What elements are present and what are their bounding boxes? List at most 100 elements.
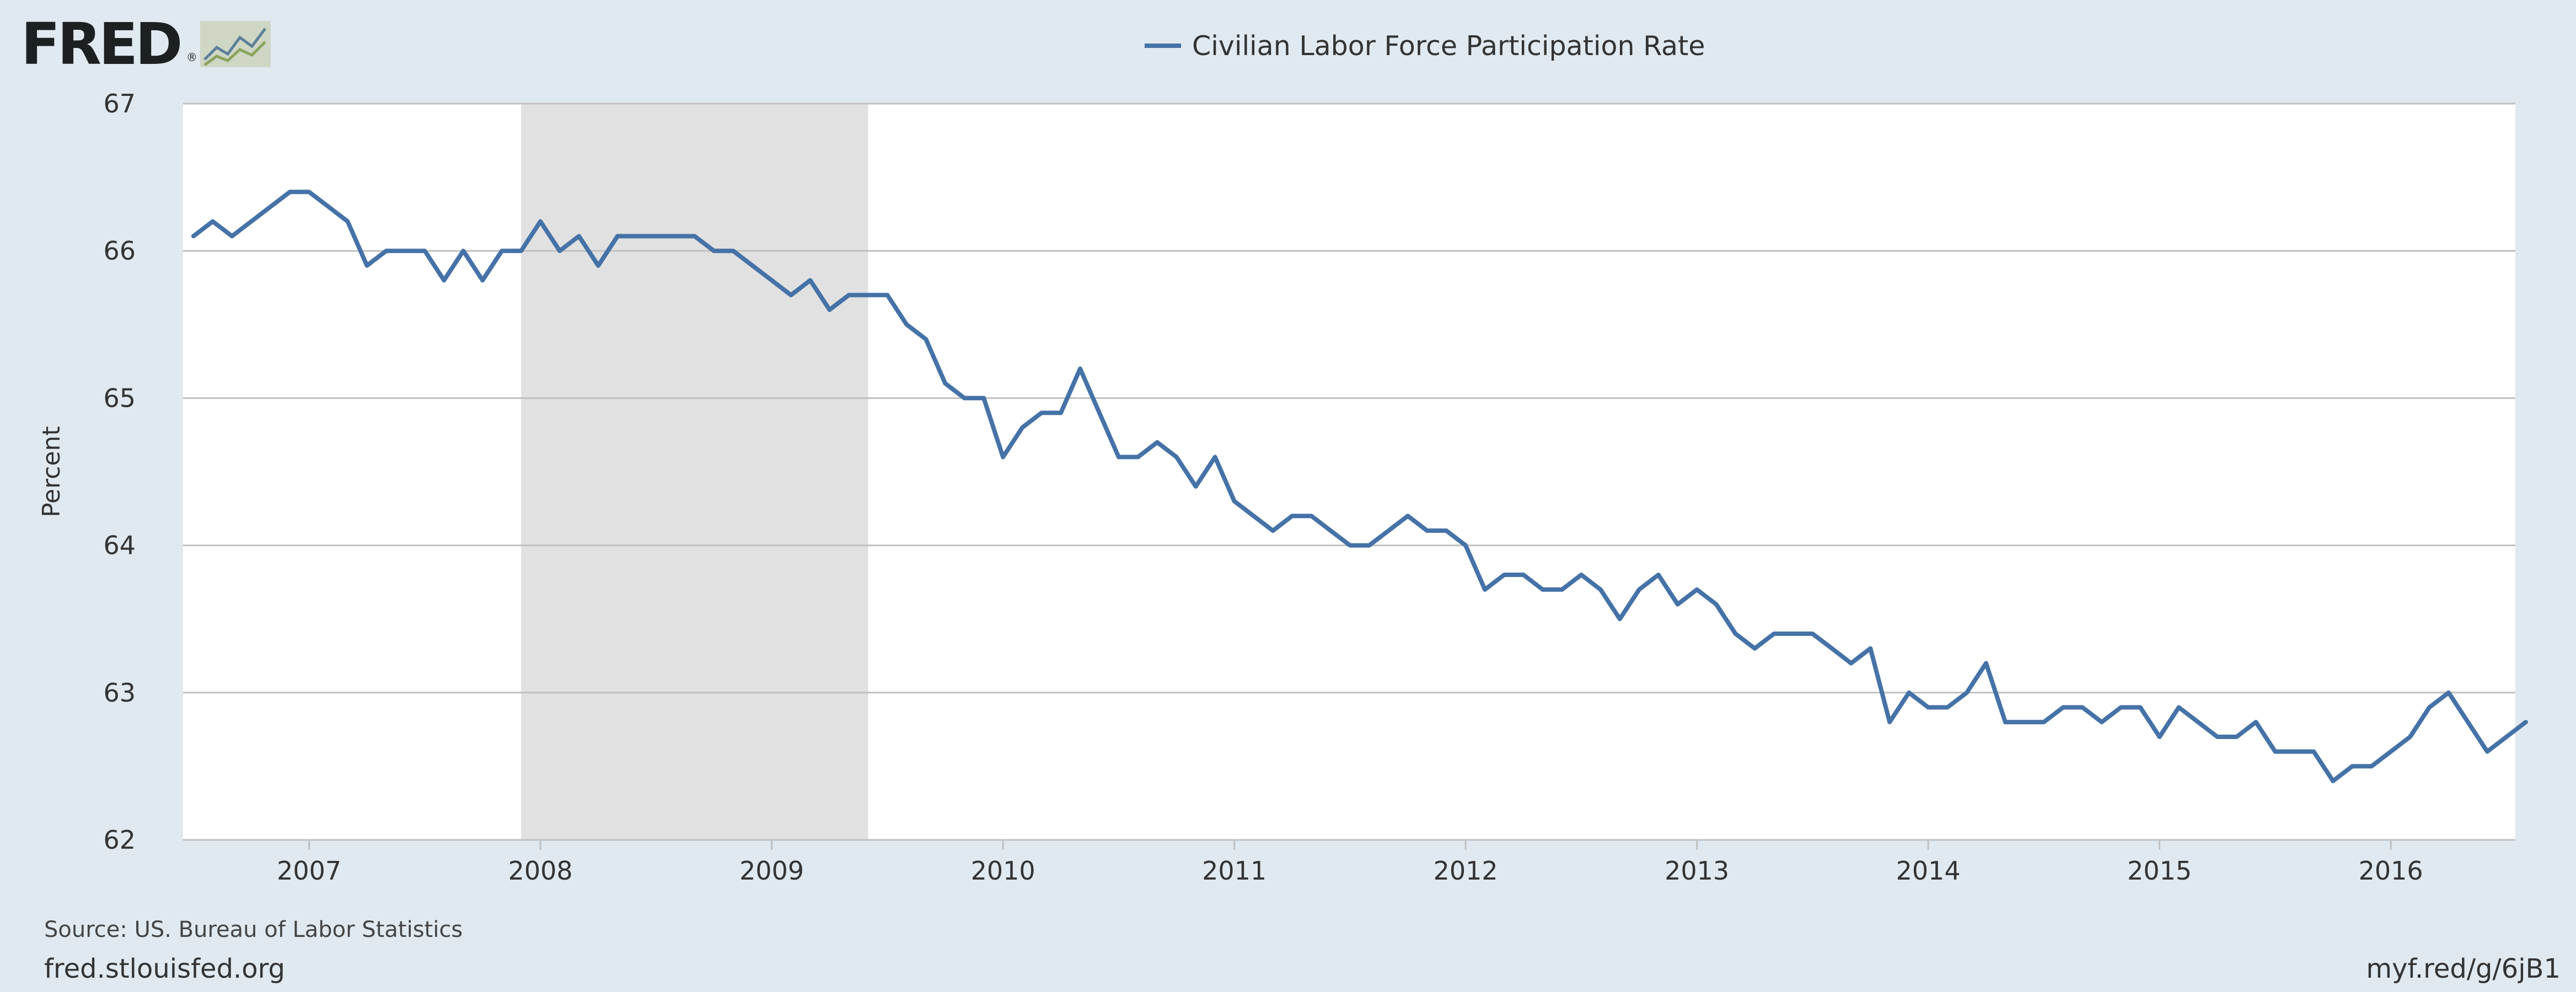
data-point xyxy=(2466,720,2470,724)
data-point xyxy=(963,396,967,400)
data-point xyxy=(1001,455,1005,459)
x-tick-label: 2016 xyxy=(2359,856,2423,886)
data-point xyxy=(1348,543,1352,547)
data-point xyxy=(539,219,543,223)
data-point xyxy=(2004,720,2007,724)
data-point xyxy=(500,249,504,253)
data-point xyxy=(2235,735,2239,738)
data-point xyxy=(404,249,407,253)
data-point xyxy=(1194,484,1198,488)
data-point xyxy=(230,234,234,238)
x-tick-label: 2008 xyxy=(508,856,573,886)
data-point xyxy=(866,293,870,297)
data-point xyxy=(1021,425,1024,429)
data-point xyxy=(2504,735,2508,738)
data-point xyxy=(2486,750,2489,753)
source-note: Source: US. Bureau of Labor Statistics xyxy=(44,917,463,942)
data-point xyxy=(982,396,986,400)
data-point xyxy=(1637,587,1641,591)
data-point xyxy=(789,293,793,297)
data-point xyxy=(2428,705,2432,709)
data-point xyxy=(442,278,446,282)
registered-mark: ® xyxy=(186,51,197,64)
data-point xyxy=(1425,529,1429,532)
data-point xyxy=(808,278,812,282)
legend-label: Civilian Labor Force Participation Rate xyxy=(1192,30,1705,62)
data-point xyxy=(481,278,485,282)
data-point xyxy=(1656,573,1660,576)
x-tick-label: 2013 xyxy=(1665,856,1729,886)
data-point xyxy=(1888,720,1892,724)
data-point xyxy=(269,205,272,208)
data-point xyxy=(1387,529,1391,532)
data-point xyxy=(770,278,774,282)
data-point xyxy=(2061,705,2065,709)
data-point xyxy=(1965,691,1969,694)
data-point xyxy=(191,234,195,238)
data-point xyxy=(2158,735,2161,738)
data-point xyxy=(2408,735,2412,738)
data-point xyxy=(1271,529,1275,532)
data-point xyxy=(461,249,465,253)
data-point xyxy=(2100,720,2103,724)
data-point xyxy=(1483,587,1487,591)
data-point xyxy=(1155,440,1159,444)
data-point xyxy=(1174,455,1178,459)
data-point xyxy=(1714,602,1718,606)
legend-swatch xyxy=(1145,44,1181,48)
data-point xyxy=(2447,691,2450,694)
site-url[interactable]: fred.stlouisfed.org xyxy=(44,953,286,984)
y-tick-label: 62 xyxy=(103,825,136,855)
x-tick-label: 2015 xyxy=(2127,856,2192,886)
data-point xyxy=(326,205,330,208)
data-point xyxy=(1213,455,1217,459)
x-tick-label: 2011 xyxy=(1202,856,1266,886)
data-point xyxy=(1984,661,1988,665)
data-point xyxy=(1811,632,1815,635)
data-point xyxy=(365,263,369,267)
data-point xyxy=(847,293,851,297)
data-point xyxy=(249,219,253,223)
x-tick-label: 2009 xyxy=(739,856,804,886)
data-point xyxy=(1406,514,1410,518)
data-point xyxy=(1541,587,1544,591)
data-point xyxy=(1040,411,1043,415)
data-point xyxy=(2177,705,2181,709)
y-axis-label: Percent xyxy=(37,426,66,517)
y-tick-label: 64 xyxy=(103,531,136,560)
data-point xyxy=(1849,661,1853,665)
short-link[interactable]: myf.red/g/6jB1 xyxy=(2366,953,2561,984)
data-point xyxy=(2254,720,2258,724)
x-tick-label: 2007 xyxy=(277,856,341,886)
data-point xyxy=(673,234,677,238)
data-point xyxy=(1676,602,1679,606)
data-point xyxy=(635,234,638,238)
data-point xyxy=(886,293,889,297)
data-point xyxy=(288,190,292,194)
data-point xyxy=(1078,367,1082,370)
data-point xyxy=(1946,705,1950,709)
data-point xyxy=(2370,764,2374,768)
data-point xyxy=(1695,587,1699,591)
data-point xyxy=(1618,617,1622,621)
data-point xyxy=(1310,514,1313,518)
data-point xyxy=(1522,573,1525,576)
data-point xyxy=(1830,646,1834,650)
data-point xyxy=(1753,646,1757,650)
data-point xyxy=(2293,750,2296,753)
data-point xyxy=(1579,573,1583,576)
fred-logo[interactable]: FRED ® xyxy=(21,15,271,73)
data-point xyxy=(577,234,581,238)
data-point xyxy=(2138,705,2142,709)
y-tick-label: 67 xyxy=(103,89,136,118)
data-point xyxy=(384,249,388,253)
data-point xyxy=(1290,514,1294,518)
data-point xyxy=(1329,529,1333,532)
data-point xyxy=(346,219,350,223)
data-point xyxy=(750,263,754,267)
data-point xyxy=(2389,750,2393,753)
data-point xyxy=(2350,764,2354,768)
data-point xyxy=(1907,691,1911,694)
data-point xyxy=(2080,705,2084,709)
data-point xyxy=(1117,455,1120,459)
